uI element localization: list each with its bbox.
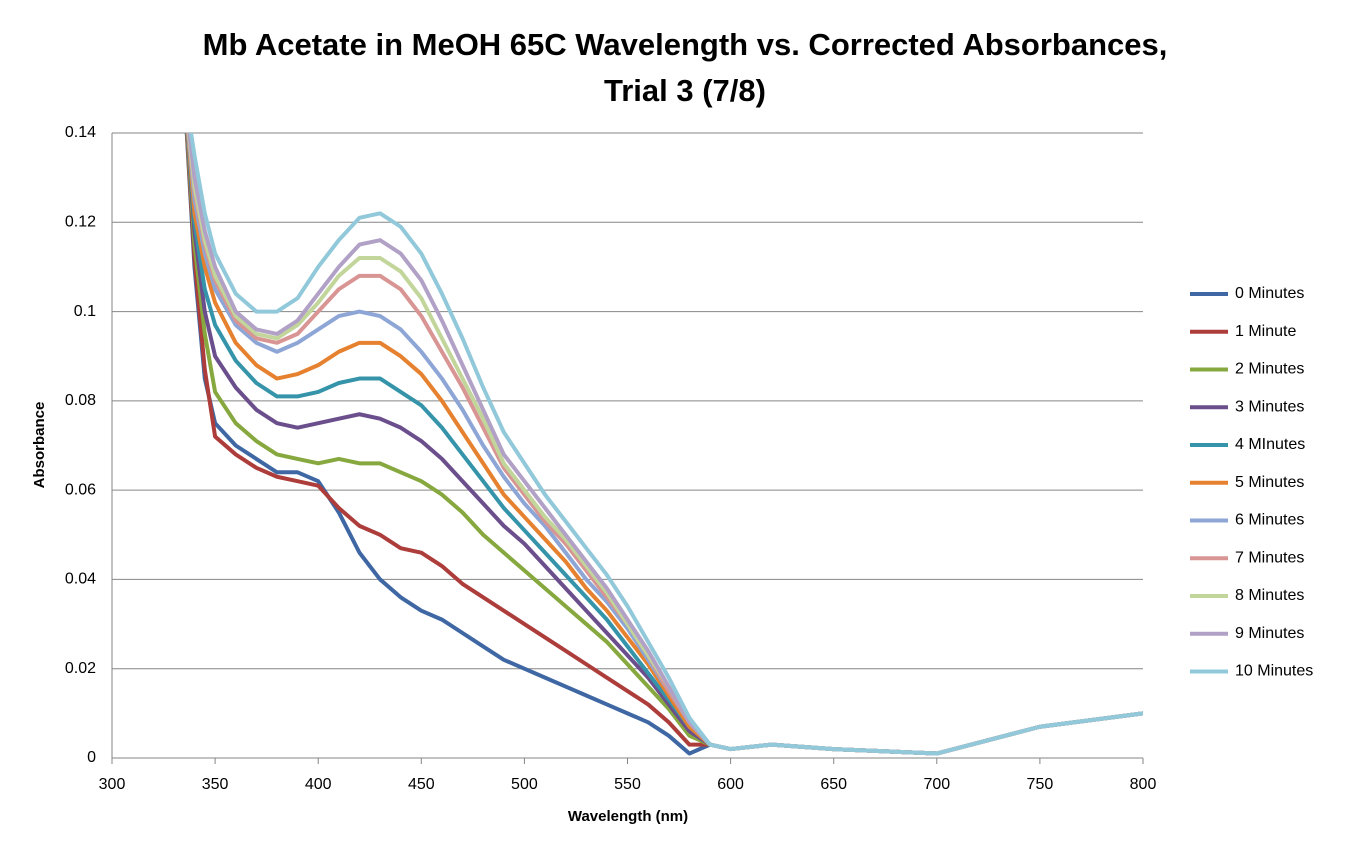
x-tick-label: 750 bbox=[1027, 776, 1054, 793]
y-axis-label: Absorbance bbox=[31, 402, 48, 489]
y-tick-label: 0.04 bbox=[65, 571, 96, 588]
plot-area bbox=[184, 133, 1143, 756]
chart-title: Mb Acetate in MeOH 65C Wavelength vs. Co… bbox=[202, 27, 1168, 108]
x-tick-label: 350 bbox=[202, 776, 229, 793]
legend-label: 1 Minute bbox=[1235, 323, 1296, 340]
legend-label: 3 Minutes bbox=[1235, 398, 1304, 415]
y-tick-label: 0.12 bbox=[65, 214, 96, 231]
legend-label: 5 Minutes bbox=[1235, 474, 1304, 491]
y-tick-label: 0 bbox=[87, 749, 96, 766]
x-tick-label: 300 bbox=[99, 776, 126, 793]
series-line bbox=[185, 133, 1143, 756]
y-tick-label: 0.02 bbox=[65, 660, 96, 677]
x-tick-label: 500 bbox=[511, 776, 538, 793]
legend-label: 10 Minutes bbox=[1235, 663, 1313, 680]
x-axis-label: Wavelength (nm) bbox=[568, 808, 688, 825]
x-tick-label: 800 bbox=[1130, 776, 1157, 793]
y-tick-label: 0.08 bbox=[65, 392, 96, 409]
legend-label: 6 Minutes bbox=[1235, 512, 1304, 529]
x-tick-label: 650 bbox=[820, 776, 847, 793]
y-tick-label: 0.14 bbox=[65, 124, 96, 141]
x-tick-label: 450 bbox=[408, 776, 435, 793]
legend-label: 0 Minutes bbox=[1235, 285, 1304, 302]
x-tick-label: 400 bbox=[305, 776, 332, 793]
legend-label: 4 MInutes bbox=[1235, 436, 1305, 453]
x-tick-label: 700 bbox=[923, 776, 950, 793]
legend-label: 7 Minutes bbox=[1235, 549, 1304, 566]
y-tick-label: 0.1 bbox=[74, 303, 96, 320]
legend-label: 8 Minutes bbox=[1235, 587, 1304, 604]
x-tick-label: 550 bbox=[614, 776, 641, 793]
legend-label: 2 Minutes bbox=[1235, 361, 1304, 378]
series-line bbox=[189, 133, 1143, 756]
x-tick-label: 600 bbox=[717, 776, 744, 793]
y-tick-label: 0.06 bbox=[65, 481, 96, 498]
legend-label: 9 Minutes bbox=[1235, 625, 1304, 642]
